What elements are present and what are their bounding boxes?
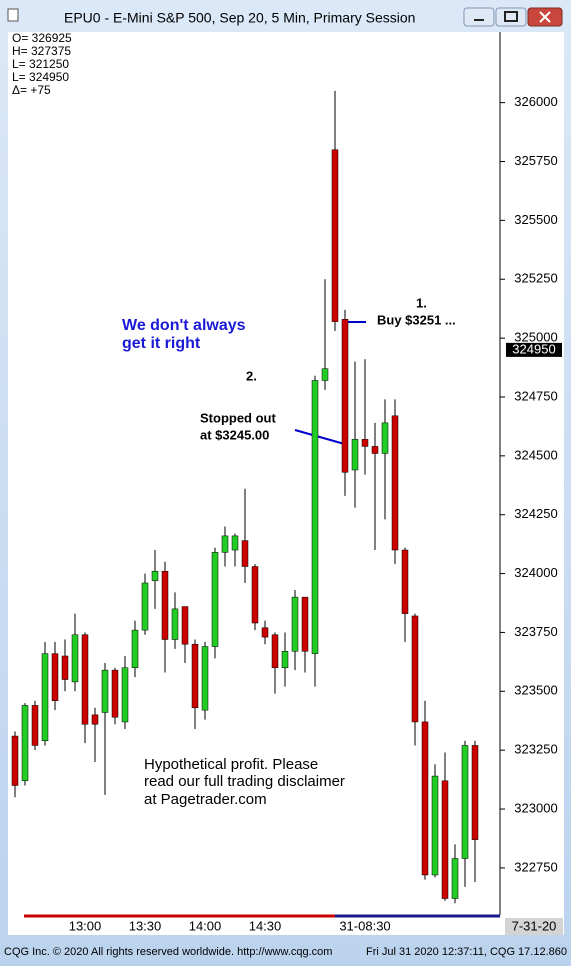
candle-body [451,858,459,899]
y-tick-label: 322750 [514,859,557,874]
candle-body [341,319,349,473]
candle-body [411,615,419,723]
candle-body [381,422,389,454]
x-tick-label: 31-08:30 [339,918,390,933]
candle-body [401,549,409,614]
annotation: at Pagetrader.com [144,791,267,808]
y-tick-label: 324750 [514,388,557,403]
candle-body [111,669,119,718]
annotation: Hypothetical profit. Please [144,756,318,773]
last-price-box [506,342,562,357]
candle-body [231,535,239,551]
candle-body [361,439,369,447]
candle-body [121,667,129,723]
annotation: Stopped out [200,410,276,425]
ohlc-line: O= 326925 [12,31,72,45]
candle-body [201,646,209,711]
candle-body [241,540,249,567]
candle-body [151,570,159,581]
y-tick-label: 324000 [514,565,557,580]
y-tick-label: 323500 [514,683,557,698]
footer-left: CQG Inc. © 2020 All rights reserved worl… [4,946,332,958]
ohlc-line: L= 321250 [12,57,69,71]
candle-body [11,735,19,786]
annotation: Buy $3251 ... [377,312,456,327]
x-tick-label: 14:00 [189,918,222,933]
ohlc-line: Δ= +75 [12,83,51,97]
annotation: We don't always [122,317,246,334]
candle-body [331,149,339,322]
candle-body [31,705,39,746]
candle-body [441,780,449,899]
last-price-label: 324950 [512,341,555,356]
candle-body [431,775,439,876]
annotation: 1. [416,295,427,310]
ohlc-line: L= 324950 [12,70,69,84]
candle-body [81,634,89,725]
annotation: read our full trading disclaimer [144,773,345,790]
candle-body [261,627,269,638]
candle-body [91,714,99,725]
candle-body [391,415,399,551]
candle-body [421,721,429,876]
date-box [505,918,563,935]
candle-body [61,655,69,680]
candle-body [211,552,219,647]
candle-body [161,570,169,640]
candle-body [221,535,229,553]
y-tick-label: 326000 [514,94,557,109]
candle-body [301,596,309,652]
maximize-button[interactable] [495,7,527,27]
y-tick-label: 323000 [514,800,557,815]
y-tick-label: 325500 [514,212,557,227]
candle-body [321,368,329,381]
minimize-button[interactable] [463,7,495,27]
candle-body [281,651,289,669]
annotation: 2. [246,368,257,383]
annotation: at $3245.00 [200,427,269,442]
candle-body [471,745,479,840]
annotation: get it right [122,335,201,352]
ohlc-line: H= 327375 [12,44,71,58]
window-icon [7,8,19,22]
candle-body [251,566,259,624]
y-tick-label: 324250 [514,506,557,521]
candle-body [171,608,179,640]
y-tick-label: 325250 [514,271,557,286]
x-tick-label: 13:30 [129,918,162,933]
candle-body [101,669,109,713]
candle-body [181,606,189,645]
candle-body [351,439,359,471]
pointer-line [294,429,349,446]
date-label: 7-31-20 [512,918,557,933]
candle-body [291,596,299,652]
y-tick-label: 323750 [514,624,557,639]
candle-body [71,634,79,683]
y-tick-label: 323250 [514,742,557,757]
candle-body [461,745,469,859]
candle-body [131,629,139,669]
window-title: EPU0 - E-Mini S&P 500, Sep 20, 5 Min, Pr… [64,10,415,26]
y-tick-label: 325750 [514,153,557,168]
x-tick-label: 13:00 [69,918,102,933]
candle-body [311,380,319,654]
chart-area [8,32,564,935]
candle-body [371,446,379,454]
footer-right: Fri Jul 31 2020 12:37:11, CQG 17.12.860 [366,946,567,958]
candle-body [41,653,49,742]
candle-body [191,643,199,709]
candle-body [51,653,59,701]
candle-body [21,705,29,782]
y-tick-label: 325000 [514,330,557,345]
candle-body [271,634,279,669]
candle-body [141,582,149,631]
x-tick-label: 14:30 [249,918,282,933]
y-tick-label: 324500 [514,447,557,462]
